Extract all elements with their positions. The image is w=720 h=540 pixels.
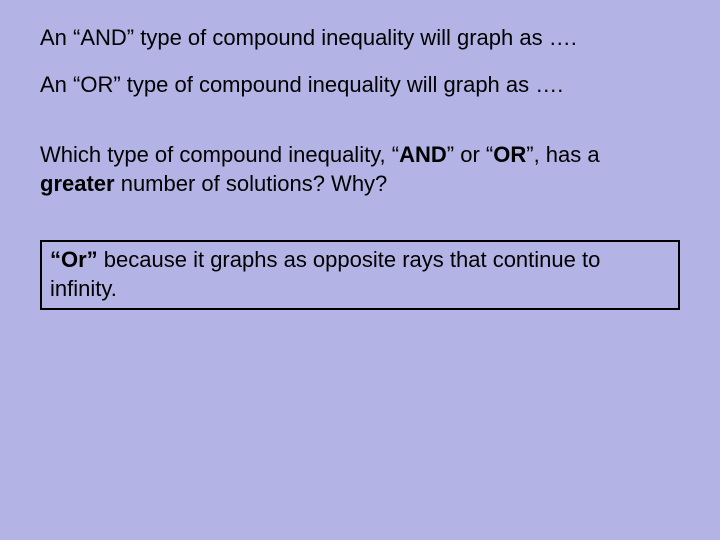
question-part1: Which type of compound inequality, “ xyxy=(40,142,399,167)
answer-rest: because it graphs as opposite rays that … xyxy=(50,247,600,301)
question-bold-and: AND xyxy=(399,142,447,167)
answer-box: “Or” because it graphs as opposite rays … xyxy=(40,240,680,309)
question-part2: ”, has a xyxy=(526,142,599,167)
statement-or-text: An “OR” type of compound inequality will… xyxy=(40,72,563,97)
statement-and: An “AND” type of compound inequality wil… xyxy=(40,24,680,53)
statement-and-text: An “AND” type of compound inequality wil… xyxy=(40,25,577,50)
question-bold-or: OR xyxy=(493,142,526,167)
answer-bold: “Or” xyxy=(50,247,98,272)
question-part3: number of solutions? Why? xyxy=(115,171,388,196)
question-bold-greater: greater xyxy=(40,171,115,196)
question-mid1: ” or “ xyxy=(447,142,493,167)
question-text: Which type of compound inequality, “AND”… xyxy=(40,141,680,198)
statement-or: An “OR” type of compound inequality will… xyxy=(40,71,680,100)
